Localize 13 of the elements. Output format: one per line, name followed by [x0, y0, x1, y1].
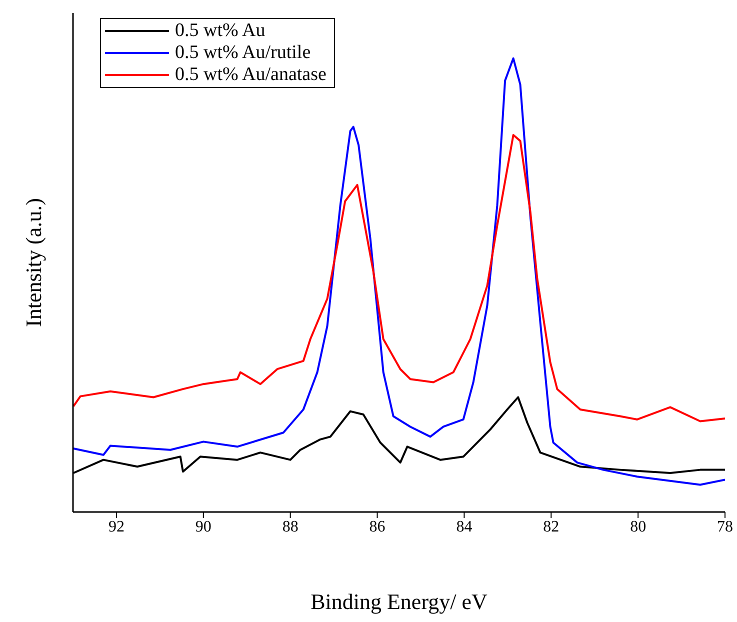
legend-label: 0.5 wt% Au	[175, 20, 266, 42]
x-tick-label: 92	[108, 518, 124, 536]
x-tick-label: 80	[630, 518, 646, 536]
x-tick-label: 82	[543, 518, 560, 536]
y-axis-title: Intensity (a.u.)	[20, 198, 46, 327]
x-tick-label: 88	[282, 518, 298, 536]
x-tick-label: 86	[369, 518, 386, 536]
legend-label: 0.5 wt% Au/anatase	[175, 64, 326, 86]
x-tick-label: 78	[717, 518, 733, 536]
legend-label: 0.5 wt% Au/rutile	[175, 42, 311, 64]
x-tick-label: 90	[195, 518, 212, 536]
x-tick-label: 84	[456, 518, 472, 536]
x-axis-title: Binding Energy/ eV	[310, 589, 488, 614]
